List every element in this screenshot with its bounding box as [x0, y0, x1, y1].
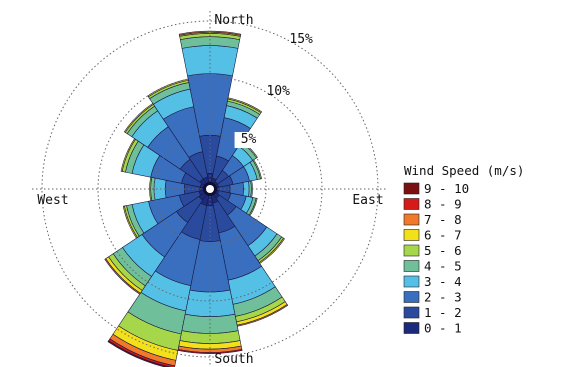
center-hub [203, 182, 217, 196]
grid-group [32, 11, 388, 367]
legend-swatch-6 [403, 229, 420, 241]
legend-swatch-5 [403, 244, 420, 257]
legend-swatch-3 [403, 275, 420, 288]
east-label: East [352, 193, 383, 208]
legend-label-2: 2 - 3 [424, 290, 462, 305]
legend-swatch-4 [403, 260, 420, 272]
legend-label-8: 8 - 9 [424, 197, 462, 212]
south-label: South [214, 352, 253, 367]
west-label: West [37, 193, 68, 208]
sector-0-bin-7 [178, 30, 242, 36]
legend-label-7: 7 - 8 [424, 212, 462, 227]
sector-225-bin-7 [104, 258, 141, 295]
legend-swatch-9 [403, 182, 420, 195]
ring-label-0: 5% [241, 132, 257, 147]
sector-22.5-bin-6 [227, 97, 263, 114]
legend-label-9: 9 - 10 [424, 181, 469, 196]
legend-label-4: 4 - 5 [424, 259, 462, 274]
sector-67.5-bin-5 [252, 159, 262, 180]
legend-swatch-0 [403, 322, 420, 334]
grid-ring-2 [41, 20, 379, 358]
grid-ring-1 [97, 76, 323, 302]
legend-label-1: 1 - 2 [424, 305, 462, 320]
legend-label-5: 5 - 6 [424, 243, 462, 258]
ring-label-1: 10% [266, 84, 290, 99]
sector-group [104, 30, 289, 367]
center-hub-dot [206, 185, 214, 193]
legend-swatch-8 [403, 198, 420, 210]
legend-title: Wind Speed (m/s) [404, 163, 524, 178]
legend-label-0: 0 - 1 [424, 321, 462, 336]
legend-label-3: 3 - 4 [424, 274, 462, 289]
sector-247.5-bin-6 [122, 205, 138, 239]
legend-label-6: 6 - 7 [424, 228, 462, 243]
ring-label-bg-0 [234, 132, 263, 149]
legend-swatch-7 [403, 213, 420, 226]
north-label: North [214, 13, 253, 28]
sector-202.5-bin-9 [107, 340, 172, 367]
legend-swatch-2 [403, 291, 420, 303]
ring-label-2: 15% [289, 32, 313, 47]
legend-swatch-1 [403, 306, 420, 319]
legend: Wind Speed (m/s) 9 - 108 - 97 - 86 - 75 … [403, 163, 524, 336]
grid-ring-0 [153, 132, 267, 246]
ring-label-group: 5% 10% 15% [234, 32, 313, 149]
